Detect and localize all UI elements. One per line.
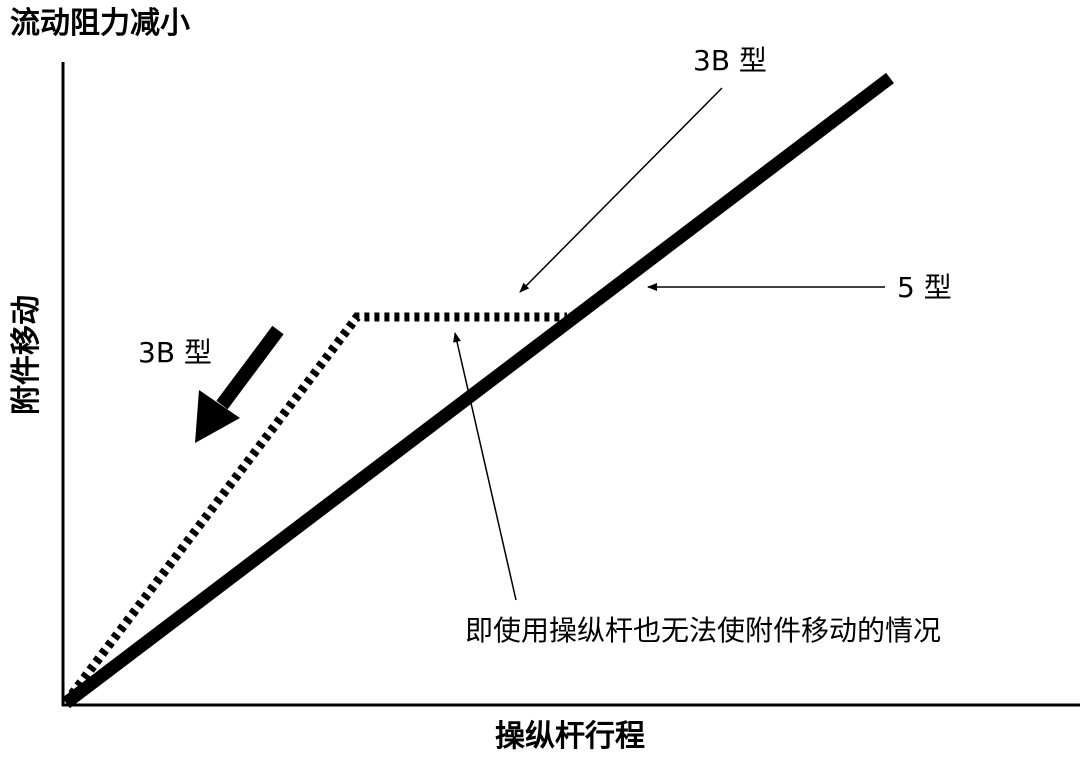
label-3b-left: 3B 型	[138, 336, 212, 369]
label-5: 5 型	[897, 271, 952, 304]
line-type-5	[62, 72, 894, 709]
x-axis-label: 操纵杆行程	[495, 719, 645, 753]
note-label: 即使用操纵杆也无法使附件移动的情况	[465, 614, 941, 647]
pointer-note	[453, 332, 517, 601]
pointer-3b	[519, 87, 723, 293]
y-axis-top-label: 流动阻力减小	[10, 6, 190, 41]
label-3b-top: 3B 型	[693, 44, 767, 77]
line-type-3b	[62, 312, 567, 705]
direction-arrow-shaft	[216, 325, 284, 410]
y-axis-label: 附件移动	[9, 295, 44, 415]
direction-arrow-head	[195, 390, 240, 443]
